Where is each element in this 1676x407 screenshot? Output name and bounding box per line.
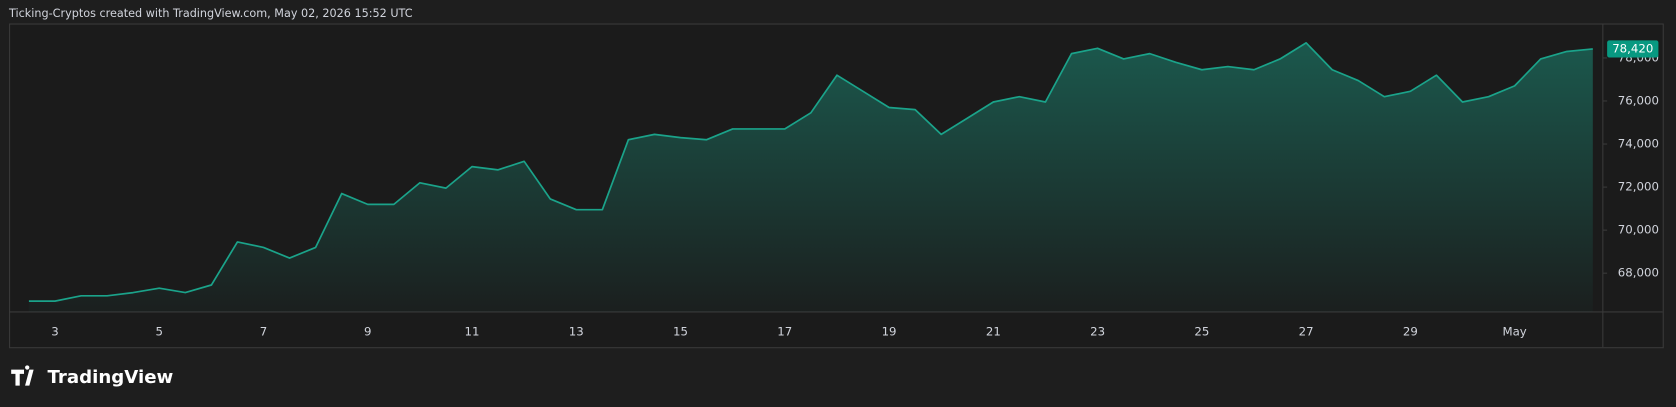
x-tick-label: 15 [673,325,688,339]
x-tick-label: 19 [882,325,897,339]
x-tick-label: 23 [1090,325,1105,339]
x-tick-label: 29 [1403,325,1418,339]
brand-logo [11,365,34,386]
x-tick-label: 17 [777,325,792,339]
x-tick-label: 25 [1194,325,1209,339]
header: Ticking-Cryptos created with TradingView… [8,7,413,20]
y-tick-label: 76,000 [1618,93,1659,107]
x-tick-label: 11 [465,325,480,339]
x-tick-label: 13 [569,325,584,339]
x-tick-label: 9 [364,325,371,339]
x-tick-label: 27 [1299,325,1314,339]
price-line [28,41,1593,302]
x-tick-label: 3 [51,325,58,339]
y-tick-label: 72,000 [1618,180,1659,194]
x-tick-label: 21 [986,325,1001,339]
y-tick-label: 68,000 [1618,266,1659,280]
y-tick-label: 70,000 [1618,223,1659,237]
x-tick-label: 5 [155,325,162,339]
x-tick-label: May [1502,325,1526,339]
price-tag-label: 78,420 [1612,41,1653,55]
price-tag [1607,40,1659,58]
y-tick-label: 74,000 [1618,137,1659,151]
brand: TradingView [48,367,174,388]
area-fill [28,42,1593,312]
x-tick-label: 7 [260,325,267,339]
